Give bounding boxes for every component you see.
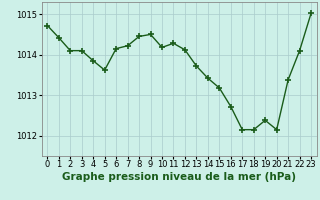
X-axis label: Graphe pression niveau de la mer (hPa): Graphe pression niveau de la mer (hPa) [62,172,296,182]
